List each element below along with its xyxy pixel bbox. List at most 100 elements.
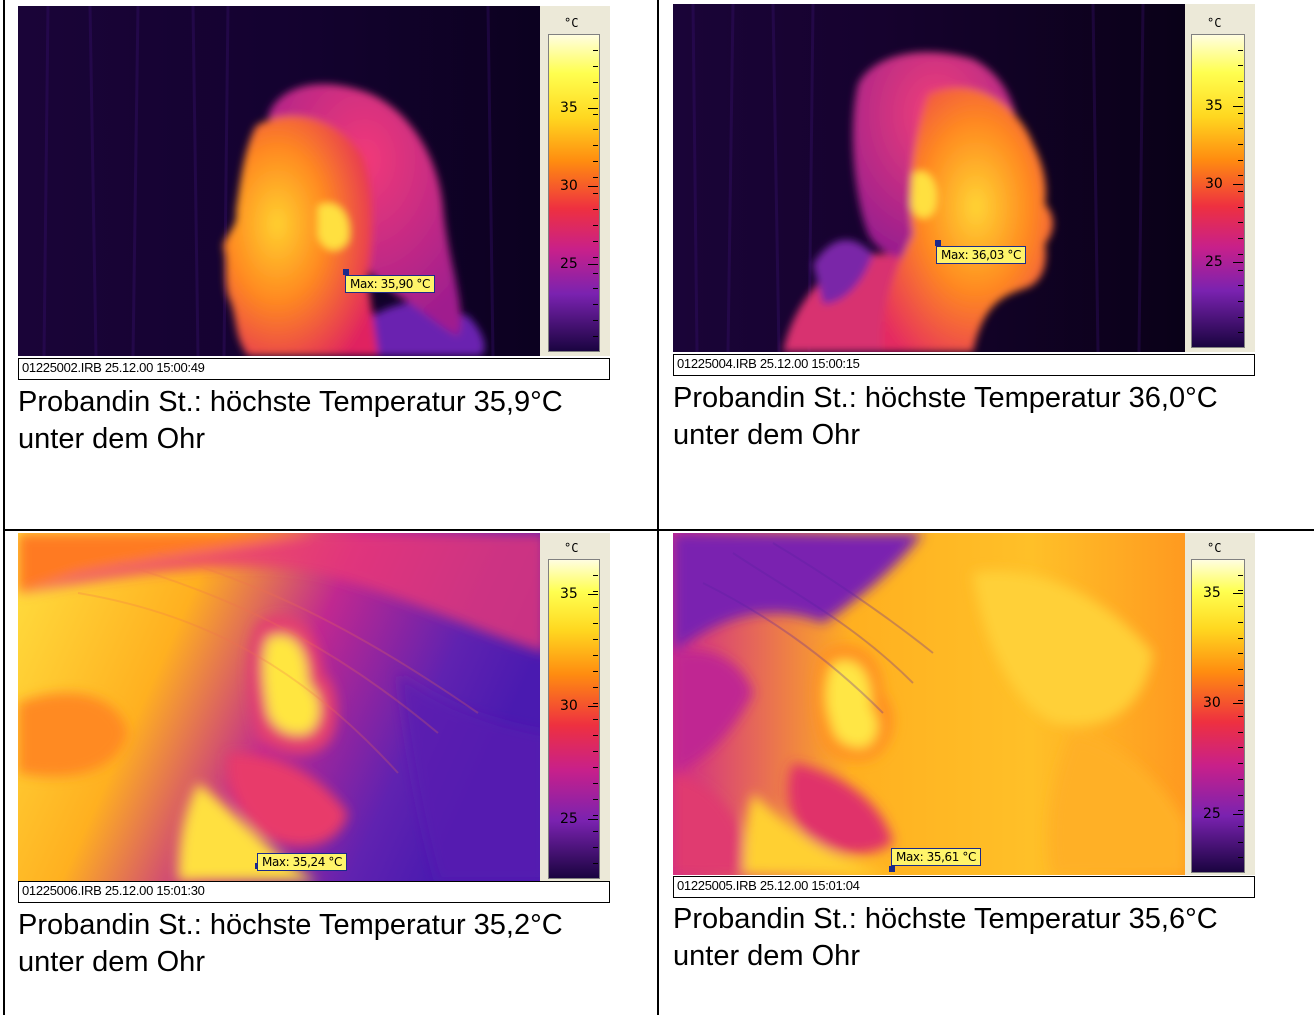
color-bar (1191, 34, 1245, 348)
minor-tick-mark (593, 815, 598, 816)
caption-line-2: unter dem Ohr (673, 940, 860, 972)
minor-tick-mark (1238, 301, 1243, 302)
minor-tick-mark (593, 288, 598, 289)
minor-tick-mark (593, 575, 598, 576)
scale-tick-35: 35 (560, 100, 578, 116)
minor-tick-mark (1238, 50, 1243, 51)
max-temperature-label: Max: 35,90 °C (345, 275, 436, 293)
minor-tick-mark (1238, 700, 1243, 701)
color-bar (548, 559, 600, 879)
tick-mark (588, 264, 598, 265)
scale-tick-30: 30 (1205, 176, 1223, 192)
minor-tick-mark (593, 863, 598, 864)
minor-tick-mark (593, 257, 598, 258)
minor-tick-mark (593, 751, 598, 752)
minor-tick-mark (593, 177, 598, 178)
minor-tick-mark (593, 209, 598, 210)
minor-tick-mark (1238, 332, 1243, 333)
minor-tick-mark (1238, 575, 1243, 576)
minor-tick-mark (593, 273, 598, 274)
minor-tick-mark (593, 799, 598, 800)
table-cell-1: Max: 35,90 °C °C 35 30 25 01225002.IRB 2… (18, 6, 638, 521)
minor-tick-mark (1238, 191, 1243, 192)
minor-tick-mark (1238, 317, 1243, 318)
scale-tick-30: 30 (560, 698, 578, 714)
thermal-image-ear-closeup-right (673, 533, 1185, 875)
minor-tick-mark (1238, 669, 1243, 670)
tick-mark (588, 706, 598, 707)
tick-mark (1233, 593, 1243, 594)
scale-tick-25: 25 (560, 811, 578, 827)
minor-tick-mark (593, 320, 598, 321)
table-cell-3: Max: 35,24 °C °C 35 30 25 01225006.IRB 2… (18, 533, 638, 1013)
minor-tick-mark (1238, 842, 1243, 843)
minor-tick-mark (593, 735, 598, 736)
scale-unit-label: °C (564, 16, 579, 30)
minor-tick-mark (1238, 826, 1243, 827)
thermal-image-ear-closeup-left (18, 533, 546, 881)
table-border-row (3, 529, 1314, 531)
minor-tick-mark (1238, 747, 1243, 748)
minor-tick-mark (1238, 113, 1243, 114)
minor-tick-mark (1238, 590, 1243, 591)
temperature-scale: °C 35 30 25 (540, 533, 610, 881)
max-temperature-label: Max: 36,03 °C (936, 246, 1027, 264)
minor-tick-mark (1238, 716, 1243, 717)
table-border-left (3, 0, 5, 1015)
minor-tick-mark (593, 783, 598, 784)
minor-tick-mark (1238, 285, 1243, 286)
max-point-marker (889, 866, 895, 872)
minor-tick-mark (593, 98, 598, 99)
minor-tick-mark (1238, 160, 1243, 161)
minor-tick-mark (1238, 65, 1243, 66)
minor-tick-mark (1238, 732, 1243, 733)
minor-tick-mark (593, 687, 598, 688)
minor-tick-mark (1238, 795, 1243, 796)
max-temperature-label: Max: 35,24 °C (257, 853, 348, 871)
minor-tick-mark (1238, 238, 1243, 239)
minor-tick-mark (1238, 144, 1243, 145)
minor-tick-mark (1238, 207, 1243, 208)
minor-tick-mark (1238, 270, 1243, 271)
minor-tick-mark (593, 639, 598, 640)
minor-tick-mark (593, 66, 598, 67)
thermogram-2: Max: 36,03 °C °C 35 30 25 01225004.IRB 2… (673, 4, 1255, 378)
caption-line-2: unter dem Ohr (18, 423, 205, 455)
image-info-bar: 01225005.IRB 25.12.00 15:01:04 (673, 876, 1255, 898)
scale-tick-25: 25 (560, 256, 578, 272)
minor-tick-mark (593, 129, 598, 130)
minor-tick-mark (593, 607, 598, 608)
caption-line-1: Probandin St.: höchste Temperatur 36,0°C (673, 382, 1218, 414)
minor-tick-mark (593, 671, 598, 672)
color-bar (1191, 559, 1245, 873)
minor-tick-mark (593, 591, 598, 592)
image-info-bar: 01225002.IRB 25.12.00 15:00:49 (18, 358, 610, 380)
scale-tick-35: 35 (1205, 98, 1223, 114)
scale-tick-35: 35 (1203, 585, 1221, 601)
minor-tick-mark (593, 719, 598, 720)
minor-tick-mark (593, 623, 598, 624)
thermogram-3: Max: 35,24 °C °C 35 30 25 01225006.IRB 2… (18, 533, 610, 907)
image-info-bar: 01225006.IRB 25.12.00 15:01:30 (18, 881, 610, 903)
scale-tick-35: 35 (560, 586, 578, 602)
minor-tick-mark (593, 241, 598, 242)
thermal-image-profile-right (673, 4, 1185, 352)
table-cell-4: Max: 35,61 °C °C 35 30 25 01225005.IRB 2… (673, 533, 1293, 1013)
tick-mark (1233, 703, 1243, 704)
minor-tick-mark (1238, 97, 1243, 98)
minor-tick-mark (1238, 128, 1243, 129)
minor-tick-mark (593, 82, 598, 83)
minor-tick-mark (1238, 175, 1243, 176)
tick-mark (1233, 184, 1243, 185)
tick-mark (1233, 262, 1243, 263)
minor-tick-mark (1238, 222, 1243, 223)
tick-mark (1233, 814, 1243, 815)
minor-tick-mark (593, 655, 598, 656)
minor-tick-mark (593, 304, 598, 305)
max-temperature-label: Max: 35,61 °C (891, 848, 982, 866)
minor-tick-mark (593, 225, 598, 226)
scale-tick-30: 30 (560, 178, 578, 194)
minor-tick-mark (1238, 685, 1243, 686)
minor-tick-mark (1238, 779, 1243, 780)
scale-unit-label: °C (1207, 16, 1222, 30)
